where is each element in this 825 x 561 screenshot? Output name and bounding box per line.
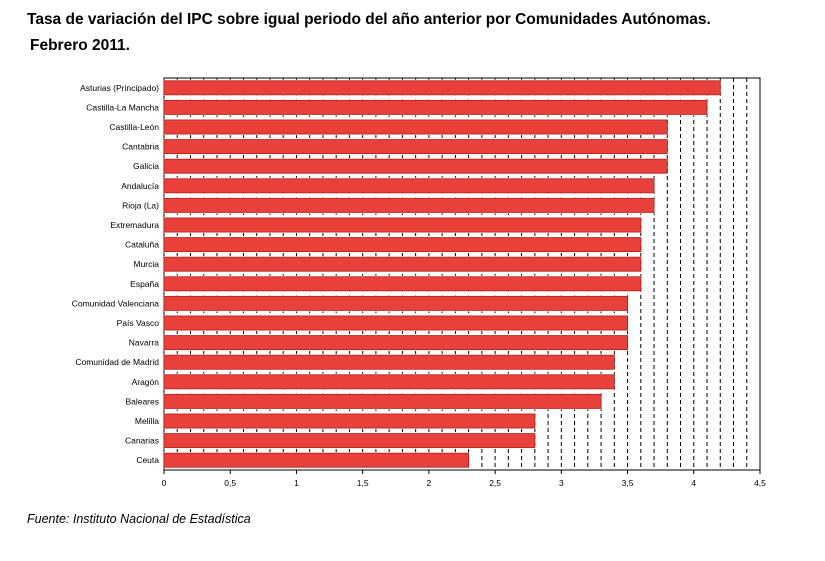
category-label: Aragón: [132, 377, 160, 387]
bar: [163, 99, 708, 115]
bar: [163, 197, 655, 213]
category-label: Galicia: [133, 161, 159, 171]
x-tick-label: 0: [162, 478, 167, 488]
bar: [163, 433, 536, 449]
bar: [163, 158, 668, 174]
bar: [163, 139, 668, 155]
x-tick-label: 2,5: [489, 478, 501, 488]
source-note: Fuente: Instituto Nacional de Estadístic…: [27, 512, 251, 526]
chart-title: Tasa de variación del IPC sobre igual pe…: [27, 10, 711, 55]
category-label: Castilla-León: [109, 122, 159, 132]
bar: [163, 178, 655, 194]
category-label: Melilla: [135, 416, 159, 426]
category-label: Rioja (La): [122, 200, 159, 210]
x-tick-label: 4,5: [754, 478, 766, 488]
bars: [163, 79, 721, 469]
x-tick-label: 4: [691, 478, 696, 488]
bar: [163, 119, 668, 135]
x-tick-label: 3,5: [622, 478, 634, 488]
chart-subtitle: Febrero 2011.: [30, 37, 130, 54]
bar: [163, 354, 615, 370]
category-label: Castilla-La Mancha: [86, 102, 159, 112]
bar: [163, 295, 628, 311]
category-label: Canarias: [125, 436, 159, 446]
category-label: Ceuta: [136, 455, 159, 465]
category-label: Comunidad de Madrid: [75, 357, 159, 367]
category-label: Comunidad Valenciana: [72, 298, 160, 308]
category-label: España: [130, 279, 159, 289]
x-tick-label: 2: [427, 478, 432, 488]
bar: [163, 413, 536, 429]
category-label: Cantabria: [122, 142, 159, 152]
category-label: País Vasco: [117, 318, 160, 328]
category-label: Baleares: [125, 396, 159, 406]
bar: [163, 393, 602, 409]
category-label: Asturias (Principado): [80, 83, 159, 93]
x-tick-label: 0,5: [224, 478, 236, 488]
bar: [163, 374, 615, 390]
category-label: Extremadura: [110, 220, 159, 230]
category-label: Cataluña: [125, 240, 159, 250]
x-tick-label: 1,5: [357, 478, 369, 488]
category-labels: Asturias (Principado) Castilla-La Mancha C…: [72, 83, 160, 465]
bar: [163, 217, 642, 233]
bar: [163, 452, 470, 468]
bar: [163, 335, 628, 351]
x-axis-ticks: 0 0,5 1 1,5 2 2,5 3 3,5 4 4,5: [162, 470, 766, 488]
bar-chart: Asturias (Principado) Castilla-La Mancha C…: [72, 77, 766, 488]
bar: [163, 237, 642, 253]
bar: [163, 315, 628, 331]
bar: [163, 276, 642, 292]
bar: [163, 256, 642, 272]
category-label: Murcia: [133, 259, 159, 269]
bar: [163, 80, 721, 96]
chart-title-line1: Tasa de variación del IPC sobre igual pe…: [27, 11, 711, 28]
category-label: Navarra: [129, 338, 160, 348]
plot-area: [163, 77, 761, 471]
x-tick-label: 3: [559, 478, 564, 488]
category-label: Andalucía: [121, 181, 159, 191]
x-tick-label: 1: [294, 478, 299, 488]
